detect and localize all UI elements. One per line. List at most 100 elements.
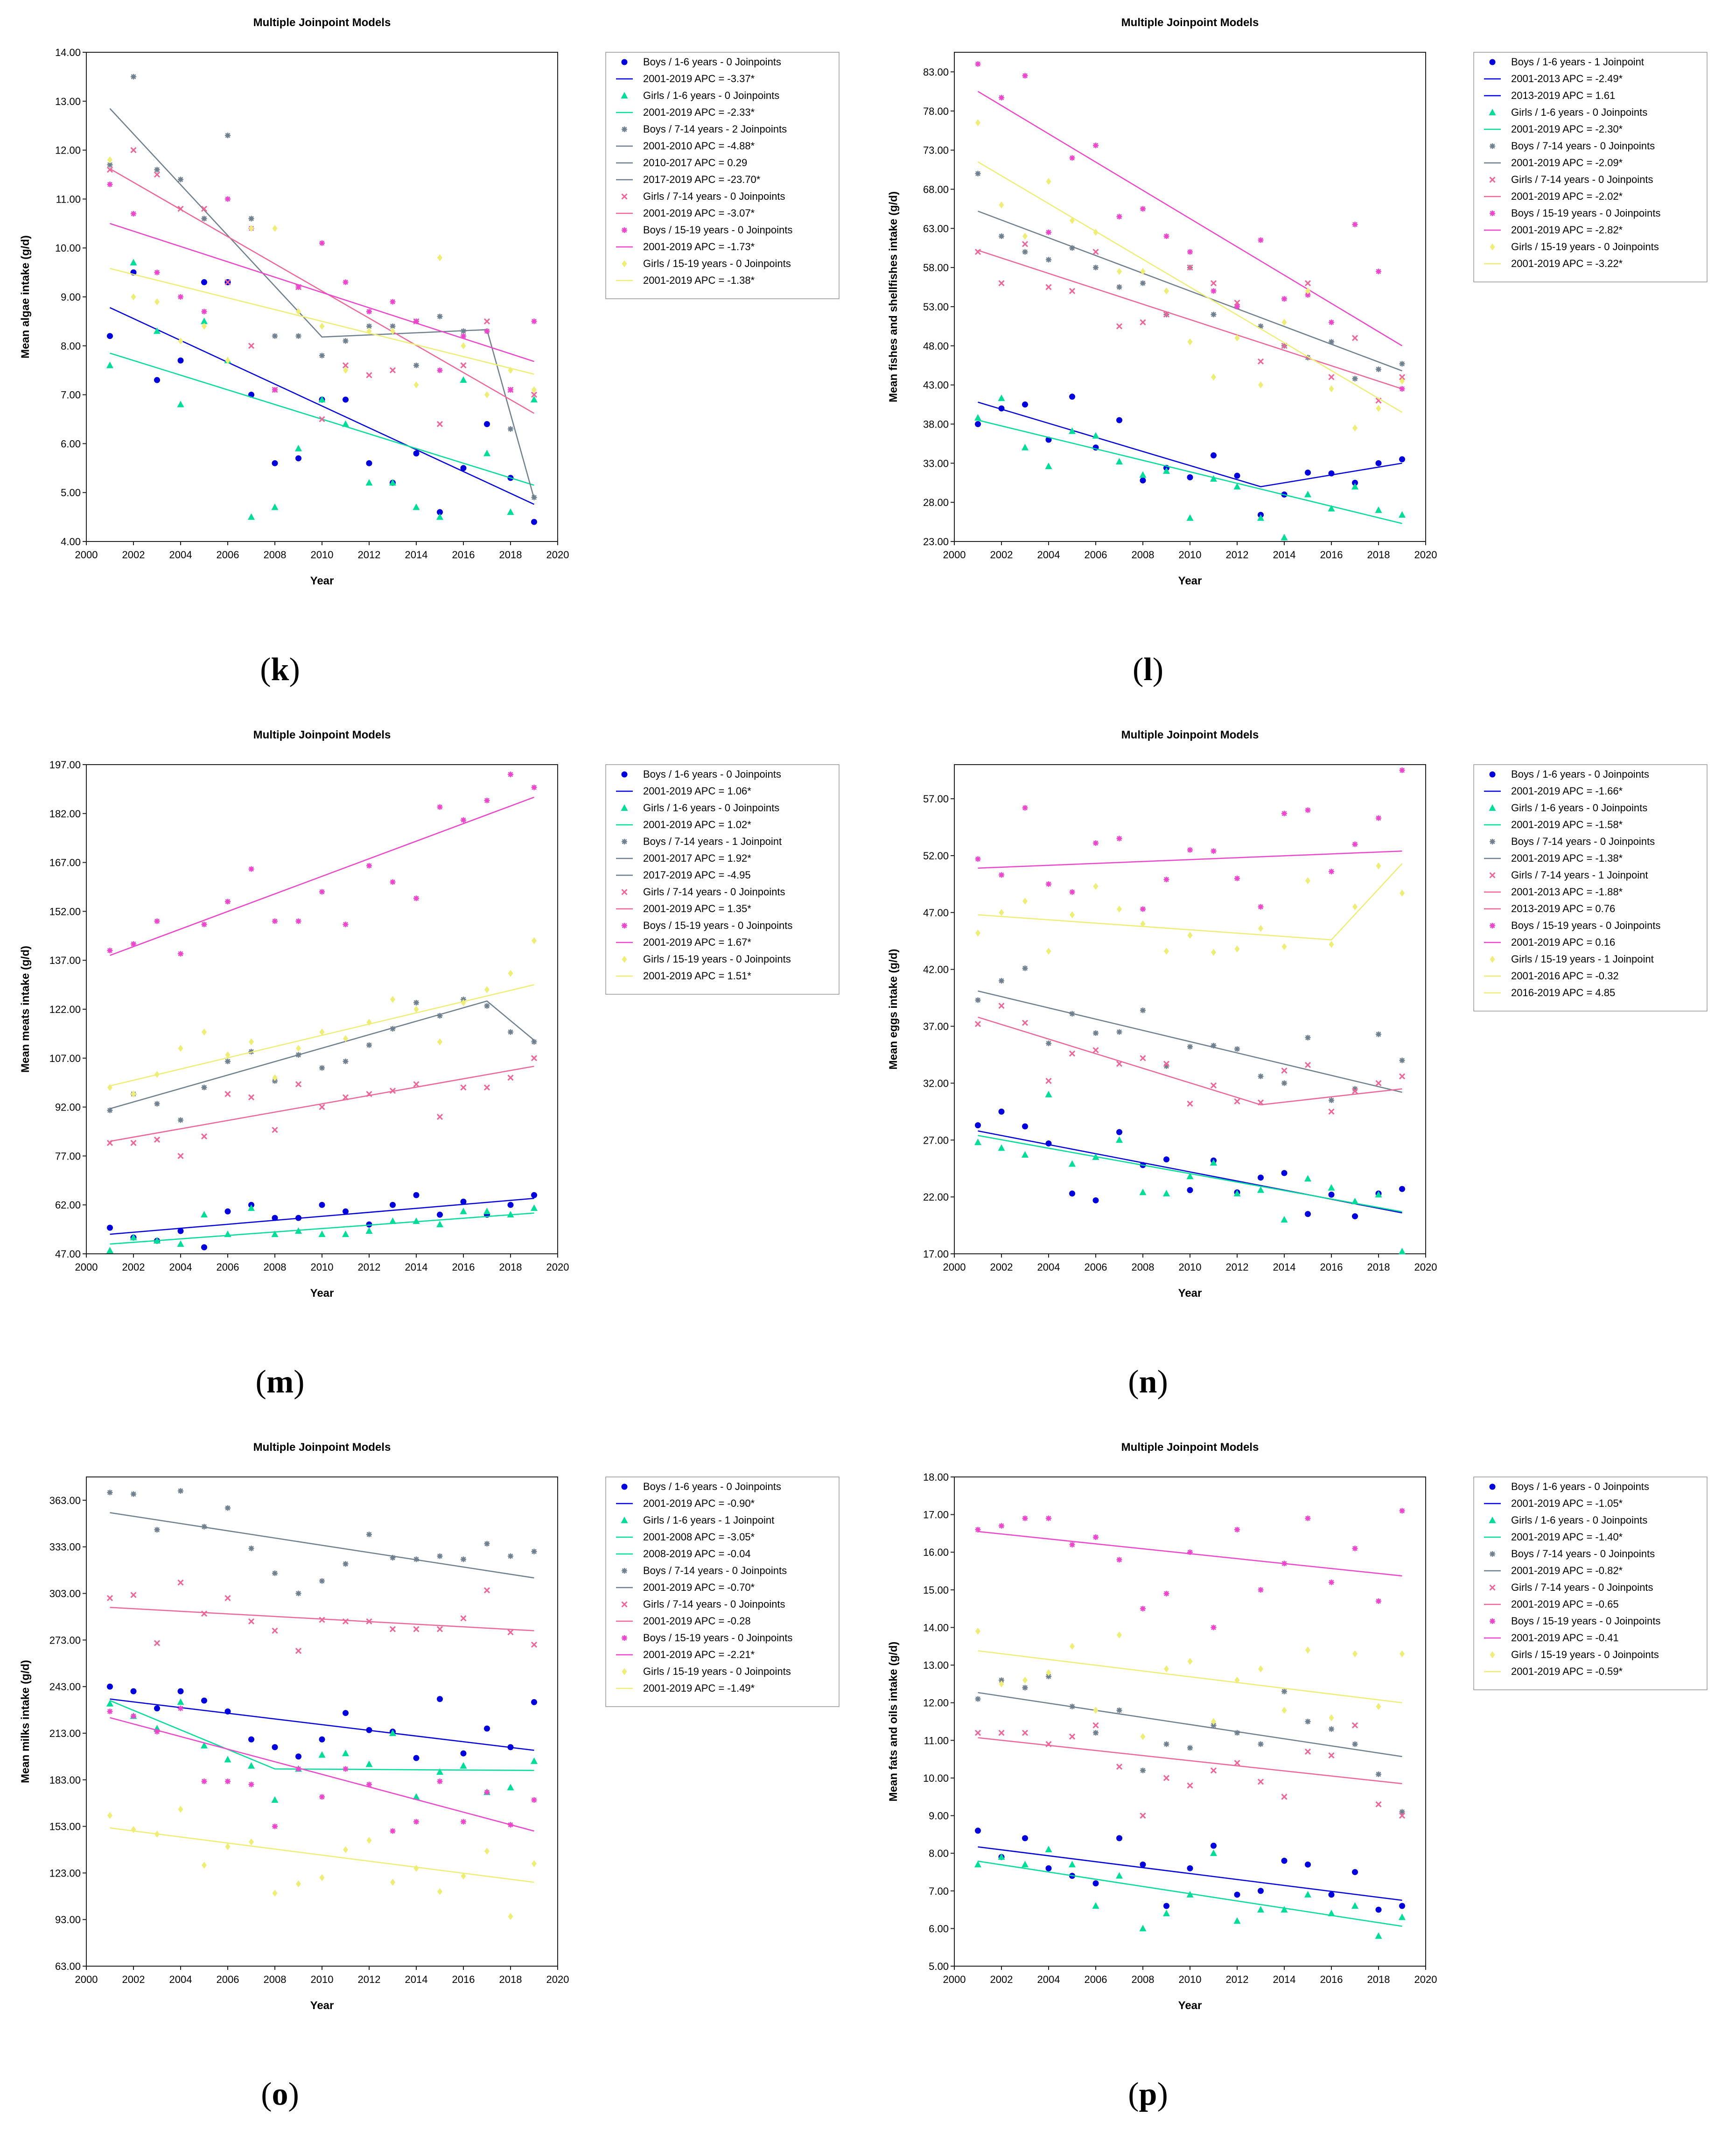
x-tick-label: 2002 bbox=[122, 1261, 145, 1273]
data-point bbox=[1281, 1707, 1287, 1714]
x-tick-label: 2016 bbox=[452, 1974, 475, 1985]
data-point bbox=[1351, 1088, 1358, 1095]
data-point bbox=[201, 309, 207, 315]
y-tick-label: 33.00 bbox=[923, 457, 949, 469]
data-point bbox=[1352, 1546, 1358, 1552]
data-point bbox=[131, 1713, 136, 1719]
x-tick-label: 2018 bbox=[1367, 1974, 1390, 1985]
data-point bbox=[1281, 1793, 1288, 1800]
data-point bbox=[295, 1052, 301, 1058]
data-point bbox=[1399, 361, 1405, 367]
data-point bbox=[1140, 1007, 1146, 1013]
data-point bbox=[389, 1088, 396, 1094]
data-point bbox=[1376, 1031, 1381, 1037]
data-point bbox=[1046, 257, 1051, 263]
data-point bbox=[178, 176, 183, 183]
y-tick-label: 62.00 bbox=[55, 1199, 81, 1211]
x-tick-label: 2016 bbox=[1320, 1974, 1343, 1985]
x-tick-label: 2014 bbox=[1273, 1261, 1296, 1273]
data-point bbox=[1069, 1861, 1076, 1868]
x-axis-label: Year bbox=[310, 1999, 334, 2012]
trend-line bbox=[978, 1016, 1402, 1105]
data-point bbox=[999, 201, 1004, 209]
x-tick-label: 2004 bbox=[169, 1261, 192, 1273]
legend-entry: 2001-2019 APC = -3.37* bbox=[643, 73, 755, 84]
legend-marker bbox=[1489, 176, 1496, 183]
series-2 bbox=[106, 1698, 538, 1803]
legend-entry: 2001-2010 APC = -4.88* bbox=[643, 140, 755, 152]
data-point bbox=[1140, 1055, 1146, 1061]
data-point bbox=[1281, 1080, 1287, 1086]
data-point bbox=[1211, 311, 1217, 317]
data-point bbox=[1211, 1042, 1217, 1048]
data-point bbox=[1399, 386, 1405, 392]
data-point bbox=[531, 784, 537, 790]
data-point bbox=[343, 338, 349, 344]
trend-line bbox=[978, 850, 1402, 869]
data-point bbox=[343, 396, 349, 403]
y-axis-label: Mean milks intake (g/d) bbox=[19, 1660, 32, 1783]
data-point bbox=[508, 771, 513, 777]
data-point bbox=[389, 479, 396, 486]
panel-label-o: o bbox=[272, 2076, 288, 2112]
legend-entry: 2001-2019 APC = 1.06* bbox=[643, 785, 751, 797]
legend-marker bbox=[1489, 1584, 1496, 1591]
data-point bbox=[1069, 889, 1075, 895]
series-1 bbox=[975, 394, 1405, 518]
data-point bbox=[130, 1139, 137, 1146]
data-point bbox=[484, 391, 490, 399]
series-5 bbox=[107, 771, 537, 957]
data-point bbox=[461, 342, 466, 350]
data-point bbox=[531, 1548, 537, 1554]
data-point bbox=[1210, 1849, 1217, 1856]
series-4 bbox=[974, 241, 1406, 404]
data-point bbox=[999, 872, 1004, 878]
data-point bbox=[1399, 767, 1405, 773]
data-point bbox=[1351, 483, 1358, 490]
data-point bbox=[1399, 1248, 1406, 1255]
trend-line bbox=[110, 1698, 534, 1751]
y-tick-label: 153.00 bbox=[49, 1821, 81, 1833]
data-point bbox=[1022, 232, 1028, 240]
data-point bbox=[248, 1781, 254, 1787]
data-point bbox=[483, 1587, 490, 1594]
data-point bbox=[343, 1058, 349, 1064]
data-point bbox=[437, 254, 442, 261]
data-point bbox=[225, 1843, 231, 1850]
data-point bbox=[154, 269, 160, 275]
data-point bbox=[998, 405, 1005, 412]
y-tick-label: 52.00 bbox=[923, 850, 949, 862]
data-point bbox=[1069, 1160, 1076, 1167]
legend-marker bbox=[622, 1568, 627, 1574]
y-axis-label: Mean fats and oils intake (g/d) bbox=[887, 1642, 900, 1802]
chart-title: Multiple Joinpoint Models bbox=[253, 16, 391, 29]
data-point bbox=[201, 1742, 208, 1749]
legend-marker bbox=[622, 227, 627, 233]
data-point bbox=[107, 333, 113, 339]
data-point bbox=[201, 205, 208, 212]
data-point bbox=[1258, 237, 1264, 243]
data-point bbox=[999, 1677, 1004, 1683]
legend-entry: 2001-2019 APC = -1.49* bbox=[643, 1682, 755, 1694]
data-point bbox=[1351, 1902, 1358, 1909]
trend-line bbox=[978, 863, 1403, 941]
data-point bbox=[975, 119, 980, 127]
data-point bbox=[390, 299, 396, 305]
data-point bbox=[295, 1648, 302, 1654]
data-point bbox=[1258, 904, 1264, 910]
data-point bbox=[1281, 1068, 1288, 1074]
data-point bbox=[413, 895, 419, 901]
data-point bbox=[1116, 323, 1123, 330]
data-point bbox=[154, 171, 161, 178]
data-point bbox=[224, 1091, 231, 1097]
legend-entry: 2017-2019 APC = -4.95 bbox=[643, 869, 751, 881]
legend-entry: Girls / 15-19 years - 1 Joinpoint bbox=[1511, 953, 1654, 965]
legend-entry: Boys / 1-6 years - 0 Joinpoints bbox=[643, 768, 781, 780]
y-tick-label: 63.00 bbox=[923, 223, 949, 234]
data-point bbox=[413, 1217, 420, 1224]
data-point bbox=[1069, 1011, 1075, 1017]
data-point bbox=[1187, 1100, 1193, 1107]
data-point bbox=[1116, 1835, 1122, 1842]
series-4 bbox=[106, 1579, 538, 1654]
data-point bbox=[224, 1708, 231, 1715]
